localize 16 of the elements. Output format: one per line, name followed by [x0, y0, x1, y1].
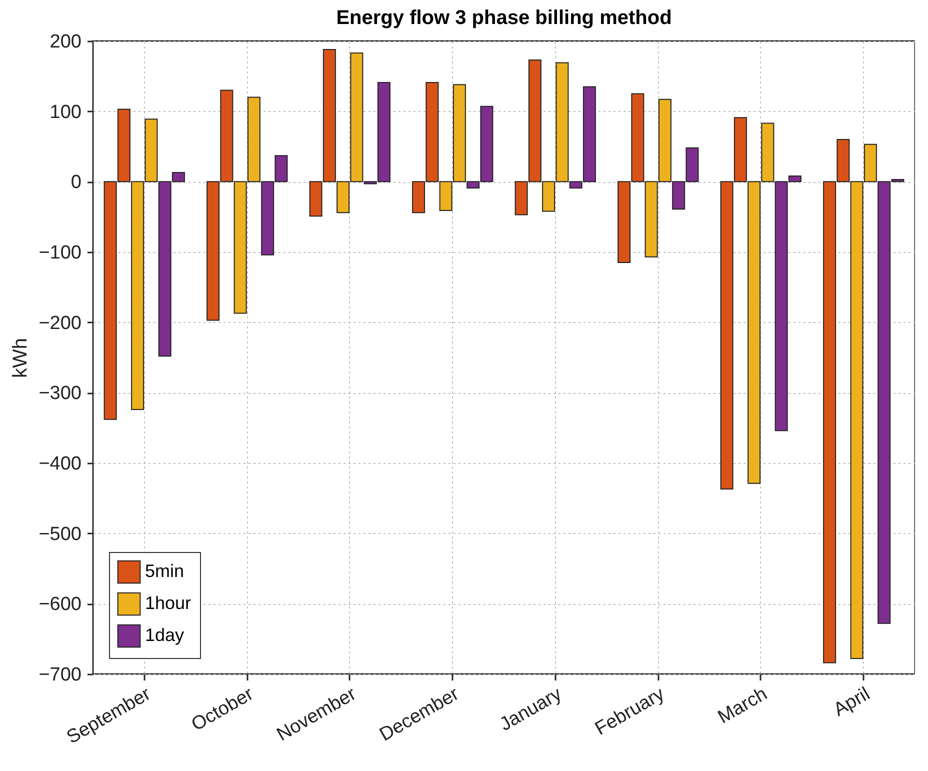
legend-label: 5min [145, 561, 184, 581]
y-tick-label: 200 [50, 32, 82, 52]
x-tick-label: April [830, 684, 874, 721]
y-tick-label: −700 [38, 664, 82, 686]
chart-title: Energy flow 3 phase billing method [336, 7, 672, 29]
y-tick-label: −400 [38, 454, 82, 474]
y-axis-title: kWh [10, 338, 32, 378]
y-tick-label: 100 [50, 102, 82, 123]
y-tick-label: −300 [38, 383, 82, 404]
y-tick-label: −600 [38, 594, 82, 616]
legend-label: 1day [145, 625, 184, 645]
y-tick-label: 0 [70, 172, 82, 194]
y-tick-label: −100 [38, 242, 82, 264]
legend-label: 1hour [145, 593, 192, 613]
y-tick-label: −500 [38, 524, 82, 545]
y-tick-label: −200 [38, 312, 82, 334]
